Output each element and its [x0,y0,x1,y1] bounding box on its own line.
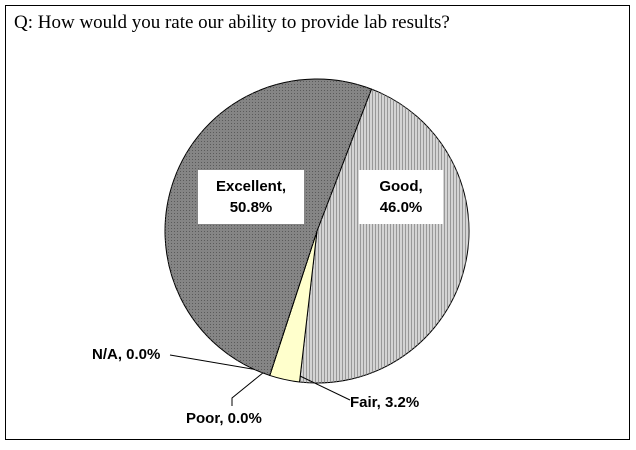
leader-line [169,354,265,372]
data-label: Excellent, 50.8% [198,170,304,224]
slice-texture [299,89,469,383]
data-label: Fair, 3.2% [350,394,420,411]
data-label: Good, 46.0% [359,170,443,224]
data-label: N/A, 0.0% [92,346,161,363]
frame [5,5,630,440]
leader-line [299,375,351,401]
slice-texture [164,78,372,376]
data-label: Poor, 0.0% [186,410,262,427]
leader-line [231,371,265,406]
chart-title: Q: How would you rate our ability to pro… [14,12,450,33]
